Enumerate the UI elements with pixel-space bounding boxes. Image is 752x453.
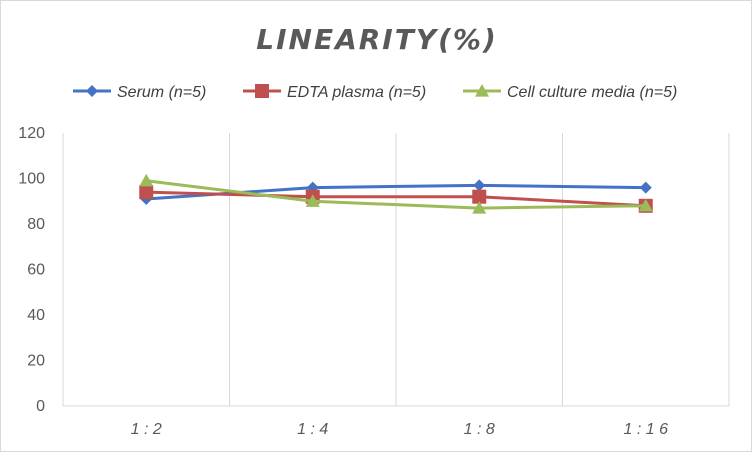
gridlines <box>62 133 730 407</box>
series-3 <box>139 173 653 214</box>
y-tick-label: 40 <box>27 307 45 324</box>
series-3-marker <box>139 173 154 187</box>
legend-item-1: Serum (n=5) <box>73 84 206 101</box>
chart-title: LINEARITY(%) <box>256 23 498 56</box>
x-tick-label: 1 : 8 <box>464 421 495 438</box>
legend-label: EDTA plasma (n=5) <box>287 84 426 101</box>
series-2-marker <box>472 189 487 204</box>
series-2-line <box>146 190 646 208</box>
y-tick-label: 100 <box>18 171 45 188</box>
x-axis: 1 : 2 1 : 4 1 : 8 1 : 1 6 <box>131 421 668 438</box>
legend-label: Cell culture media (n=5) <box>507 84 677 101</box>
y-tick-label: 0 <box>36 398 45 415</box>
y-tick-label: 120 <box>18 125 45 142</box>
x-tick-label: 1 : 1 6 <box>624 421 669 438</box>
series-1-marker <box>639 181 652 194</box>
y-tick-label: 80 <box>27 216 45 233</box>
legend-item-2: EDTA plasma (n=5) <box>243 84 426 101</box>
legend-marker <box>475 84 489 97</box>
x-tick-label: 1 : 2 <box>131 421 162 438</box>
legend-marker <box>86 85 98 97</box>
y-tick-label: 60 <box>27 262 45 279</box>
series-3-marker <box>638 198 653 212</box>
series-3-marker <box>472 201 487 214</box>
series-1-marker <box>473 179 486 192</box>
legend-item-3: Cell culture media (n=5) <box>463 84 677 101</box>
series-2-marker <box>139 185 154 200</box>
series-3-line <box>146 179 646 210</box>
legend: Serum (n=5) EDTA plasma (n=5) Cell culture… <box>73 84 677 101</box>
y-tick-label: 20 <box>27 353 45 370</box>
legend-marker <box>255 84 269 98</box>
series-3-marker <box>305 194 320 207</box>
y-axis: 0 20 40 60 80 100 120 <box>18 125 45 415</box>
x-tick-label: 1 : 4 <box>297 421 328 438</box>
series-group <box>139 173 653 214</box>
legend-label: Serum (n=5) <box>117 84 206 101</box>
